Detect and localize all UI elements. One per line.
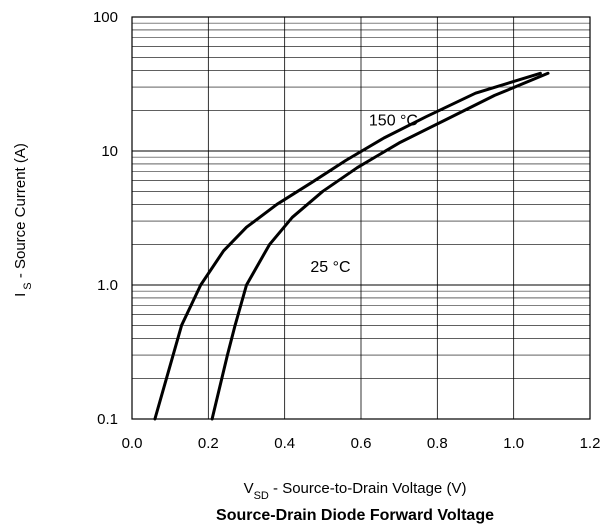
series-line-1 <box>210 71 550 421</box>
y-axis-title: IS - Source Current (A) <box>12 143 34 297</box>
plot-frame <box>131 16 591 420</box>
x-tick-label: 0.6 <box>351 435 372 452</box>
series-annotation: 150 °C <box>369 112 418 129</box>
chart-title: Source-Drain Diode Forward Voltage <box>216 507 494 524</box>
x-axis-title: VSD - Source-to-Drain Voltage (V) <box>244 480 467 502</box>
y-tick-labels: 0.1 1.0 10 100 <box>93 9 118 428</box>
y-tick-label: 10 <box>101 143 118 160</box>
series-annotation: 25 °C <box>310 259 350 276</box>
grid <box>131 17 591 420</box>
x-tick-label: 1.0 <box>503 435 524 452</box>
x-tick-label: 0.8 <box>427 435 448 452</box>
x-tick-labels: 0.0 0.2 0.4 0.6 0.8 1.0 1.2 <box>122 435 601 452</box>
x-tick-label: 0.2 <box>198 435 219 452</box>
y-tick-label: 100 <box>93 9 118 26</box>
series-layer <box>153 71 550 421</box>
y-tick-label: 1.0 <box>97 277 118 294</box>
x-tick-label: 0.0 <box>122 435 143 452</box>
annotations: 150 °C 25 °C <box>310 112 418 276</box>
x-tick-label: 1.2 <box>580 435 601 452</box>
y-tick-label: 0.1 <box>97 411 118 428</box>
series-line-0 <box>153 71 542 421</box>
x-tick-label: 0.4 <box>274 435 295 452</box>
